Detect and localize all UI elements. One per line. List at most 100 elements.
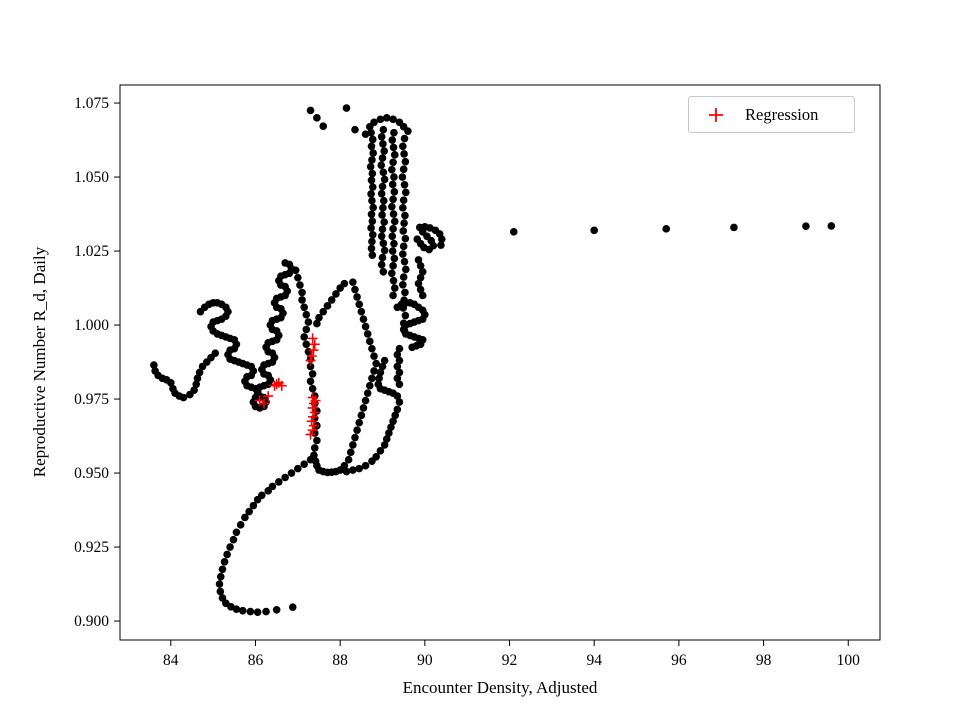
data-point	[378, 182, 387, 191]
data-point	[382, 435, 391, 443]
data-point	[294, 464, 302, 473]
data-point	[399, 204, 407, 212]
data-point	[372, 359, 380, 368]
data-point	[367, 190, 375, 198]
data-point	[418, 267, 427, 276]
data-point	[218, 565, 227, 574]
data-point	[369, 149, 377, 157]
data-point	[319, 307, 328, 316]
data-point	[395, 356, 404, 365]
data-point	[363, 389, 372, 397]
y-tick-label: 0.950	[74, 465, 109, 482]
data-point	[302, 310, 311, 319]
data-point	[355, 418, 364, 427]
data-point	[389, 210, 398, 218]
data-point	[377, 189, 386, 198]
x-tick-label: 86	[248, 652, 264, 669]
data-point	[368, 135, 377, 144]
data-point	[395, 398, 404, 406]
data-point	[368, 196, 376, 205]
data-point	[366, 381, 374, 390]
data-point	[310, 444, 319, 452]
data-point	[401, 311, 410, 320]
regression-point	[307, 333, 318, 344]
data-point	[223, 550, 231, 559]
regression-point	[308, 411, 319, 422]
data-point	[366, 162, 375, 171]
data-point	[437, 241, 445, 249]
data-point	[167, 378, 175, 387]
data-point	[288, 603, 297, 611]
x-axis-label: Encounter Density, Adjusted	[402, 678, 598, 697]
data-point	[388, 202, 396, 211]
x-tick-label: 96	[671, 652, 687, 669]
data-point	[509, 228, 518, 236]
data-point	[190, 386, 198, 394]
data-point	[399, 227, 408, 235]
data-point	[319, 122, 328, 130]
regression-point	[306, 416, 317, 427]
data-point	[400, 219, 408, 228]
data-point	[393, 374, 402, 383]
data-point	[399, 165, 408, 174]
y-tick-label: 0.975	[74, 391, 109, 408]
data-point	[401, 288, 409, 297]
data-point	[368, 169, 377, 178]
data-point	[359, 315, 368, 323]
data-point	[236, 521, 245, 529]
x-tick-label: 94	[586, 652, 602, 669]
regression-point	[271, 379, 282, 390]
data-point	[368, 217, 377, 225]
data-point	[380, 218, 389, 226]
data-point	[367, 176, 376, 185]
data-point	[400, 134, 409, 143]
data-point	[368, 183, 377, 191]
data-point	[393, 405, 402, 414]
data-point	[390, 173, 398, 181]
x-tick-label: 92	[502, 652, 518, 669]
regression-point	[309, 339, 320, 350]
data-point	[262, 607, 270, 616]
data-point	[376, 115, 385, 124]
data-point	[382, 114, 391, 122]
data-point	[395, 368, 404, 377]
data-point	[393, 362, 402, 371]
data-point	[414, 279, 423, 288]
data-point	[416, 285, 425, 294]
data-point	[287, 469, 296, 477]
data-point	[272, 606, 281, 614]
data-point	[359, 404, 368, 412]
data-point	[375, 374, 383, 383]
data-point	[399, 242, 408, 251]
x-tick-label: 90	[417, 652, 433, 669]
data-point	[355, 300, 364, 309]
data-point	[389, 225, 397, 233]
data-point	[304, 318, 313, 326]
data-point	[416, 262, 425, 270]
regression-point	[263, 391, 274, 402]
data-point	[390, 128, 398, 137]
data-point	[389, 143, 398, 152]
data-point	[802, 222, 810, 230]
regression-point	[309, 407, 320, 418]
data-point	[302, 325, 311, 334]
data-point	[389, 158, 397, 167]
y-tick-label: 1.050	[74, 169, 109, 186]
data-point	[408, 343, 416, 352]
data-point	[232, 528, 241, 537]
data-point	[385, 429, 393, 437]
data-point	[379, 196, 388, 205]
regression-point	[305, 429, 316, 440]
data-point	[378, 225, 387, 233]
data-point	[346, 448, 355, 457]
data-point	[349, 441, 357, 449]
data-point	[379, 125, 388, 134]
data-point	[395, 344, 404, 353]
data-point	[193, 374, 202, 383]
data-point	[379, 168, 388, 177]
data-point	[357, 307, 366, 316]
data-point	[399, 250, 407, 258]
data-point	[370, 367, 378, 375]
data-point	[296, 281, 304, 289]
data-point	[367, 128, 375, 137]
